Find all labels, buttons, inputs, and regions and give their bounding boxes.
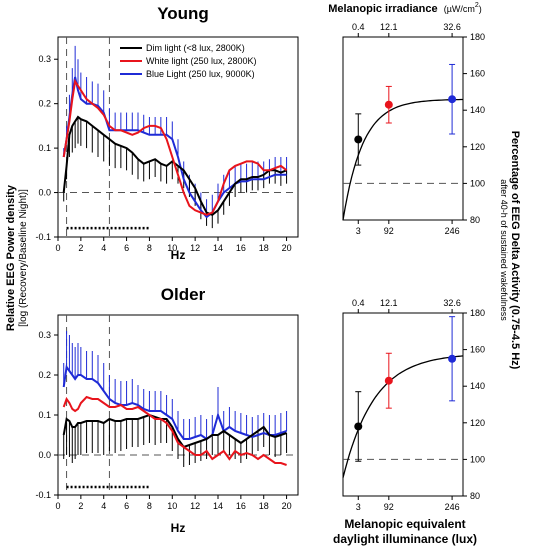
- bottom-axis-line1: Melanopic equivalent: [344, 517, 465, 531]
- young-xlabel: Hz: [171, 248, 186, 262]
- older-spectra-series-line: [62, 413, 287, 449]
- young-dose-data-point: [448, 95, 457, 104]
- older-spectra-series-line: [62, 364, 287, 441]
- legend: Dim light (<8 lux, 2800K) White light (2…: [120, 43, 257, 79]
- bottom-axis-line2: daylight illuminance (lux): [333, 532, 477, 546]
- top-axis-label: Melanopic irradiance (µW/cm2): [328, 2, 482, 15]
- older-spectra-xtick-label: 20: [282, 501, 292, 511]
- older-dose-xtick-label: 246: [445, 502, 460, 512]
- older-spectra-xtick-label: 12: [190, 501, 200, 511]
- young-spectra-series-line: [62, 78, 288, 216]
- young-dose-xtick-label: 246: [445, 226, 460, 236]
- older-dose-data-point: [354, 422, 363, 431]
- young-spectra-xtick-label: 18: [259, 243, 269, 253]
- older-dose-top-tick-label: 32.6: [443, 298, 461, 308]
- young-dose-ytick-label: 180: [470, 32, 485, 42]
- young-dose-ytick-label: 80: [470, 215, 480, 225]
- young-dose-xtick-label: 3: [356, 226, 361, 236]
- older-dose-ytick-label: 100: [470, 454, 485, 464]
- young-dose-top-tick-label: 32.6: [443, 22, 461, 32]
- young-dose-fit-curve: [342, 98, 463, 221]
- young-spectra-xtick-label: 6: [124, 243, 129, 253]
- right-ylabel-line1: Percentage of EEG Delta Activity (0.75-4…: [509, 131, 521, 370]
- young-spectra-ytick-label: 0.0: [38, 188, 51, 198]
- older-dose-top-tick-label: 12.1: [380, 298, 398, 308]
- older-dose-ytick-label: 80: [470, 491, 480, 501]
- young-dose-xtick-label: 92: [384, 226, 394, 236]
- older-dose-ytick-label: 140: [470, 381, 485, 391]
- young-spectra-xtick-label: 4: [101, 243, 106, 253]
- young-dose-response-panel: 80 100 120 140 160 180 3 92 246 0.4 12.1 32.6: [342, 22, 485, 236]
- top-axis-unit: (µW/cm: [444, 4, 475, 14]
- older-xlabel: Hz: [171, 521, 186, 535]
- older-spectra-ytick-label: -0.1: [35, 490, 51, 500]
- legend-label-dim: Dim light (<8 lux, 2800K): [146, 43, 245, 53]
- young-spectra-xtick-label: 14: [213, 243, 223, 253]
- older-spectra-ytick-label: 0.2: [38, 370, 51, 380]
- older-dose-ytick-label: 120: [470, 418, 485, 428]
- older-dose-data-point: [448, 354, 457, 363]
- young-spectra-ytick-label: -0.1: [35, 232, 51, 242]
- older-spectra-frame: [57, 314, 299, 496]
- older-title: Older: [161, 285, 206, 304]
- older-dose-top-tick-label: 0.4: [352, 298, 365, 308]
- older-dose-xtick-label: 92: [384, 502, 394, 512]
- young-dose-top-tick-label: 12.1: [380, 22, 398, 32]
- young-dose-top-tick-label: 0.4: [352, 22, 365, 32]
- young-spectra-xtick-label: 12: [190, 243, 200, 253]
- older-spectra-panel: -0.1 0.0 0.1 0.2 0.3 0 2 4 6 8 10 12 14 16 18 20: [35, 314, 299, 511]
- young-dose-data-point: [384, 100, 393, 109]
- young-spectra-xtick-label: 2: [78, 243, 83, 253]
- top-axis-unit-sup: 2: [475, 2, 479, 9]
- young-spectra-xtick-label: 0: [55, 243, 60, 253]
- young-dose-ytick-label: 160: [470, 69, 485, 79]
- young-spectra-series-line: [62, 115, 287, 216]
- top-axis-label-text: Melanopic irradiance: [328, 3, 437, 15]
- young-spectra-ytick-label: 0.3: [38, 54, 51, 64]
- older-spectra-xtick-label: 2: [78, 501, 83, 511]
- older-spectra-xtick-label: 16: [236, 501, 246, 511]
- young-dose-ytick-label: 140: [470, 105, 485, 115]
- young-spectra-ytick-label: 0.1: [38, 143, 51, 153]
- older-spectra-series-line: [62, 395, 287, 466]
- older-spectra-xtick-label: 4: [101, 501, 106, 511]
- young-dose-frame: [342, 36, 464, 221]
- older-spectra-xtick-label: 6: [124, 501, 129, 511]
- shared-ylabel-line1: Relative EEG Power density: [5, 184, 17, 331]
- young-spectra-panel: -0.1 0.0 0.1 0.2 0.3 0 2 4 6 8 10 12 14 16 18 20: [35, 36, 299, 253]
- older-spectra-xtick-label: 0: [55, 501, 60, 511]
- shared-ylabel-line2: [log (Recovery/Baseline Night)]: [18, 189, 29, 327]
- right-ylabel-line2: after 40-h of sustained wakefulness: [499, 179, 509, 321]
- young-spectra-xtick-label: 8: [147, 243, 152, 253]
- older-spectra-xtick-label: 8: [147, 501, 152, 511]
- older-dose-ytick-label: 180: [470, 308, 485, 318]
- young-dose-ytick-label: 100: [470, 178, 485, 188]
- older-spectra-ytick-label: 0.0: [38, 450, 51, 460]
- young-title: Young: [157, 4, 209, 23]
- young-dose-data-point: [354, 135, 363, 144]
- older-spectra-xtick-label: 18: [259, 501, 269, 511]
- older-spectra-xtick-label: 14: [213, 501, 223, 511]
- older-spectra-xtick-label: 10: [167, 501, 177, 511]
- older-dose-data-point: [384, 376, 393, 385]
- young-spectra-xtick-label: 16: [236, 243, 246, 253]
- young-spectra-series-line: [62, 76, 287, 219]
- legend-label-blue: Blue Light (250 lux, 9000K): [146, 69, 255, 79]
- older-dose-response-panel: 80 100 120 140 160 180 3 92 246 0.4 12.1 32.6: [342, 298, 485, 512]
- older-spectra-ytick-label: 0.3: [38, 330, 51, 340]
- top-axis-unit-close: ): [479, 4, 482, 14]
- young-spectra-frame: [57, 36, 299, 238]
- older-dose-xtick-label: 3: [356, 502, 361, 512]
- older-dose-ytick-label: 160: [470, 345, 485, 355]
- young-spectra-xtick-label: 20: [282, 243, 292, 253]
- young-spectra-xtick-label: 10: [167, 243, 177, 253]
- older-dose-frame: [342, 312, 464, 497]
- older-dose-fit-curve: [342, 355, 464, 478]
- older-spectra-ytick-label: 0.1: [38, 410, 51, 420]
- young-dose-ytick-label: 120: [470, 142, 485, 152]
- young-spectra-ytick-label: 0.2: [38, 99, 51, 109]
- legend-label-white: White light (250 lux, 2800K): [146, 56, 257, 66]
